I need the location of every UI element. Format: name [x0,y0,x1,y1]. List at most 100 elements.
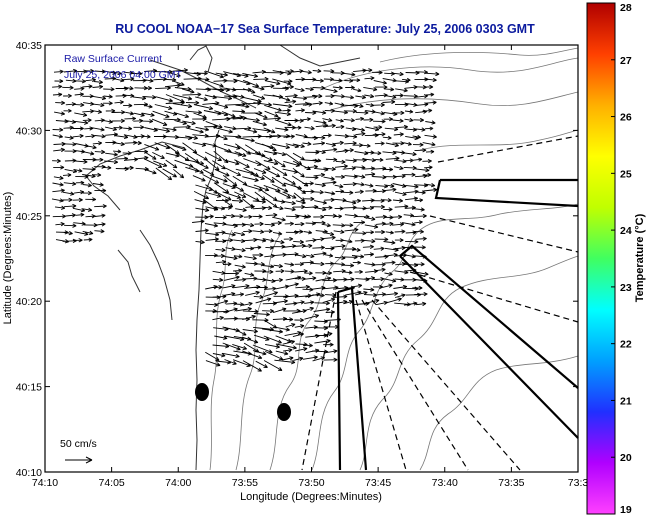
dashed-transect [437,135,579,163]
current-vector [212,277,224,283]
current-vector [214,168,230,177]
current-vector [53,165,65,170]
current-vector [325,157,338,162]
current-vector [254,112,268,119]
current-vector [265,245,274,250]
current-vector [294,262,304,267]
current-vector [275,127,289,132]
current-vector [262,174,275,183]
current-vector [392,214,403,220]
x-tick-label: 74:10 [32,477,58,489]
current-vector [252,262,265,267]
current-vector [222,352,240,359]
current-vector [372,198,385,203]
current-vector [395,124,409,130]
y-tick-label: 40:35 [16,40,42,52]
current-vector [232,284,250,289]
current-vector [353,220,366,225]
current-vector [284,269,295,274]
current-vector [63,93,72,99]
current-vector [82,150,95,156]
current-vector [315,149,326,155]
current-vector [92,109,103,114]
current-vector [414,220,423,225]
current-vector [362,158,376,163]
current-vector [122,93,135,98]
colorbar-label: Temperature (°C) [634,213,646,302]
current-vector [323,133,332,138]
current-vector [212,344,230,349]
current-vector [342,166,356,171]
current-vector [302,102,313,107]
current-vector [195,207,210,213]
current-vector [405,196,419,201]
y-tick-label: 40:15 [16,382,42,394]
current-vector [274,359,296,365]
current-vector [304,314,320,320]
current-vector [334,164,348,169]
current-vector [384,126,399,132]
current-vector [252,174,265,180]
current-vector [283,348,293,353]
current-vector [344,227,359,232]
current-vector [372,204,386,210]
current-vector [112,141,125,147]
current-vector [425,120,436,125]
current-vector [92,102,105,108]
current-vector [221,111,236,118]
current-vector [103,94,113,99]
current-vector [312,356,326,362]
current-vector [312,245,325,250]
current-vector [185,127,204,134]
current-vector [172,68,189,73]
current-vector [322,235,336,240]
plot-area: Raw Surface Current July 25, 2006 04:00 … [44,44,579,473]
x-tick-label: 73:35 [498,477,524,489]
plot-background [45,45,578,472]
current-vector [403,141,412,146]
current-vector [142,112,155,117]
current-vector [233,328,247,336]
current-vector [113,125,123,130]
current-vector [82,230,94,235]
current-vector [333,229,345,234]
current-vector [52,127,64,132]
current-vector [344,277,355,282]
current-vector [272,70,292,76]
current-vector [72,133,84,139]
current-vector [332,94,346,99]
current-vector [215,230,226,235]
current-vector [223,307,238,314]
current-vector [275,268,285,274]
current-vector [351,254,365,259]
current-vector [294,221,305,227]
current-vector [351,78,361,83]
current-vector [303,276,317,281]
current-vector [225,167,242,176]
x-tick-label: 73:3 [568,477,589,489]
current-vector [84,68,95,74]
current-vector [363,117,374,122]
current-vector [355,131,366,137]
current-vector [364,276,376,281]
current-vector [392,71,404,77]
current-vector [312,101,323,106]
current-vector [273,277,284,283]
current-vector [85,77,96,83]
surface-current-vectors [51,68,440,372]
current-vector [233,292,245,297]
current-vector [54,111,66,116]
current-vector [252,350,267,356]
current-vector [94,149,106,155]
current-vector [271,166,288,176]
current-vector [62,191,75,196]
current-vector [412,142,424,147]
current-vector [394,293,406,298]
colorbar-tick-label: 23 [620,282,632,294]
current-vector [105,152,118,157]
current-vector [272,216,286,222]
buoy-marker [195,383,209,401]
current-vector [263,291,279,297]
current-vector [222,205,232,210]
current-vector [74,231,89,236]
